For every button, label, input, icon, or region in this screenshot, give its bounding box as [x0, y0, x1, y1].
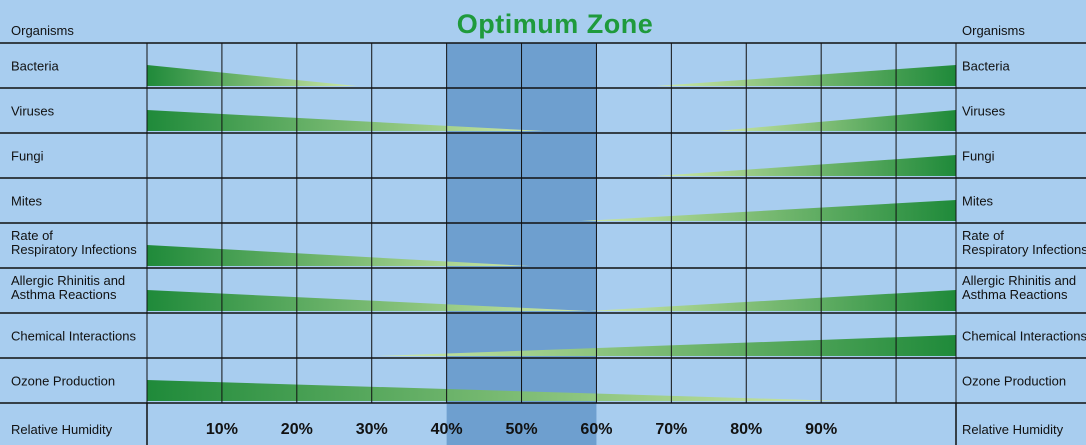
wedge-left — [147, 110, 545, 131]
wedge-left — [147, 65, 357, 86]
optimum-zone-title: Optimum Zone — [457, 9, 654, 39]
left-header-organisms: Organisms — [11, 23, 74, 38]
x-tick-label: 10% — [206, 421, 238, 438]
wedge-right — [379, 335, 956, 356]
row-label-right: Viruses — [962, 104, 1006, 119]
row-label-left: Fungi — [11, 149, 44, 164]
x-tick-label: 60% — [580, 421, 612, 438]
wedge-left — [147, 380, 844, 401]
wedge-right — [656, 65, 956, 86]
row-label-right: Bacteria — [962, 59, 1010, 74]
row-label-left: Asthma Reactions — [11, 287, 117, 302]
row-label-left: Mites — [11, 194, 43, 209]
wedge-right — [581, 200, 956, 221]
x-tick-label: 40% — [431, 421, 463, 438]
relative-humidity-label-right: Relative Humidity — [962, 422, 1064, 437]
x-tick-label: 20% — [281, 421, 313, 438]
row-label-right: Rate of — [962, 228, 1004, 243]
row-label-right: Mites — [962, 194, 994, 209]
x-tick-label: 30% — [356, 421, 388, 438]
row-label-left: Viruses — [11, 104, 55, 119]
row-label-right: Respiratory Infections — [962, 242, 1086, 257]
row-label-right: Chemical Interactions — [962, 329, 1086, 344]
wedge-left — [147, 290, 589, 311]
wedge-right — [588, 290, 956, 311]
row-label-left: Ozone Production — [11, 374, 115, 389]
relative-humidity-label-left: Relative Humidity — [11, 422, 113, 437]
row-label-left: Rate of — [11, 228, 53, 243]
row-label-left: Respiratory Infections — [11, 242, 137, 257]
right-header-organisms: Organisms — [962, 23, 1025, 38]
row-label-right: Fungi — [962, 149, 995, 164]
row-label-right: Ozone Production — [962, 374, 1066, 389]
row-label-left: Allergic Rhinitis and — [11, 273, 125, 288]
wedge-right — [656, 155, 956, 176]
row-label-left: Bacteria — [11, 59, 59, 74]
row-label-left: Chemical Interactions — [11, 329, 136, 344]
row-label-right: Asthma Reactions — [962, 287, 1068, 302]
x-tick-label: 70% — [655, 421, 687, 438]
x-tick-label: 90% — [805, 421, 837, 438]
x-tick-label: 50% — [506, 421, 538, 438]
row-label-right: Allergic Rhinitis and — [962, 273, 1076, 288]
x-tick-label: 80% — [730, 421, 762, 438]
wedge-left — [147, 245, 530, 266]
